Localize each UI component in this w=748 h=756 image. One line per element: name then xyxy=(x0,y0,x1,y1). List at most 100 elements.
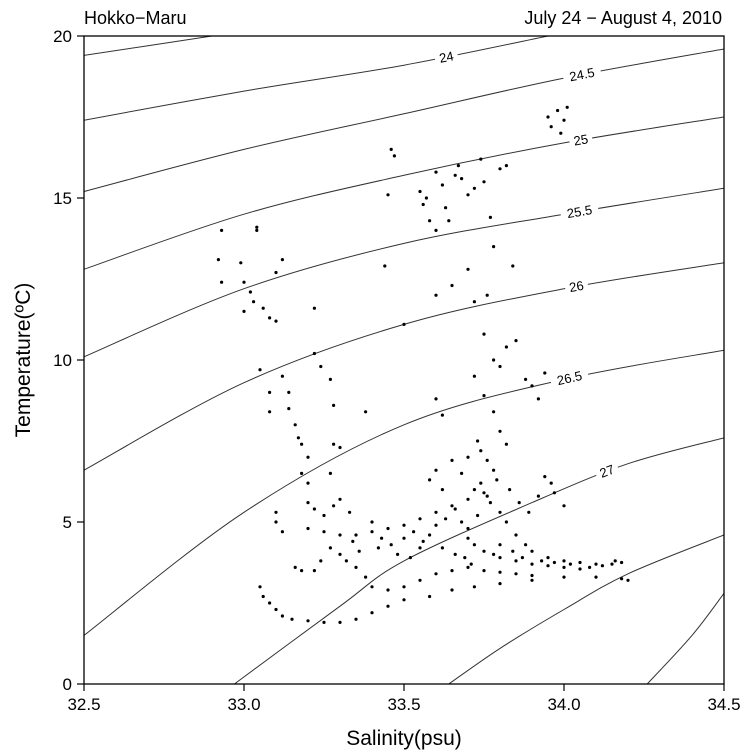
data-point xyxy=(280,530,284,534)
data-point xyxy=(444,517,448,521)
data-point xyxy=(389,543,393,547)
data-point xyxy=(280,374,284,378)
data-point xyxy=(364,410,368,414)
data-point xyxy=(511,264,515,268)
data-point xyxy=(600,564,605,568)
data-point xyxy=(293,423,297,427)
data-point xyxy=(383,264,387,268)
contour-labels: 24 24.5 25 25.5 26 26.5 27 xyxy=(433,47,621,483)
data-point xyxy=(613,559,617,563)
data-point xyxy=(482,180,486,184)
data-point xyxy=(386,193,390,197)
data-point xyxy=(620,577,624,581)
data-point xyxy=(543,371,547,375)
data-point xyxy=(492,468,496,472)
data-point xyxy=(450,283,454,288)
data-point xyxy=(588,565,592,570)
data-point xyxy=(370,530,374,534)
data-point xyxy=(562,118,566,122)
data-point xyxy=(300,442,304,446)
data-point xyxy=(306,455,310,459)
data-point xyxy=(242,280,246,284)
data-point xyxy=(312,306,316,310)
data-point xyxy=(594,562,598,566)
data-point xyxy=(530,573,534,578)
data-point xyxy=(354,617,358,621)
data-point xyxy=(530,549,534,553)
data-point xyxy=(463,556,467,560)
data-point xyxy=(578,567,582,571)
data-point xyxy=(402,322,406,326)
data-point xyxy=(332,403,336,407)
data-point xyxy=(508,488,512,492)
data-point xyxy=(332,504,336,508)
data-point xyxy=(562,504,566,508)
data-point xyxy=(328,546,332,550)
contour-label-group: 26.5 xyxy=(549,366,590,391)
data-point xyxy=(396,552,400,557)
data-point xyxy=(434,468,438,472)
data-point xyxy=(456,164,460,168)
y-axis-ticks: 0 5 10 15 20 xyxy=(53,27,84,694)
data-point xyxy=(562,565,566,570)
contour-label: 24.5 xyxy=(568,65,596,85)
data-point xyxy=(287,390,291,394)
data-point xyxy=(255,225,259,229)
data-point xyxy=(328,377,332,381)
data-point xyxy=(514,533,518,537)
data-point xyxy=(482,549,486,553)
data-point xyxy=(447,219,451,223)
data-point xyxy=(482,332,486,336)
data-point xyxy=(402,523,406,527)
data-point xyxy=(440,488,444,492)
data-point xyxy=(492,358,496,362)
density-contour xyxy=(84,187,724,358)
data-point xyxy=(536,494,541,498)
density-contour xyxy=(84,36,549,121)
data-point xyxy=(466,565,470,570)
data-point xyxy=(450,569,454,573)
data-point xyxy=(626,578,630,582)
data-point xyxy=(344,559,348,563)
density-contour xyxy=(84,48,724,192)
data-point xyxy=(402,536,406,540)
data-point xyxy=(252,300,256,304)
data-point xyxy=(348,510,352,514)
data-point xyxy=(293,565,297,570)
data-point xyxy=(514,572,518,576)
data-point xyxy=(319,364,323,369)
data-point xyxy=(460,177,464,181)
data-point xyxy=(418,578,422,582)
data-point xyxy=(312,351,316,356)
data-point xyxy=(312,507,316,511)
data-point xyxy=(498,543,502,547)
data-point xyxy=(492,245,496,249)
data-point xyxy=(268,390,272,394)
data-point xyxy=(280,614,284,618)
data-point xyxy=(504,164,508,168)
data-point xyxy=(546,564,550,568)
data-point xyxy=(530,562,534,566)
data-point xyxy=(421,202,425,207)
data-point xyxy=(514,559,518,563)
data-point xyxy=(514,339,518,343)
data-point xyxy=(594,575,598,579)
data-point xyxy=(466,536,470,540)
contour-label-group: 27 xyxy=(593,459,621,483)
data-point xyxy=(517,501,521,505)
data-point xyxy=(412,530,416,534)
y-tick-label: 0 xyxy=(63,675,72,694)
density-contour xyxy=(84,116,724,270)
data-point xyxy=(434,572,438,576)
data-point xyxy=(453,552,457,557)
data-point xyxy=(434,228,438,232)
data-point xyxy=(450,588,454,592)
data-point xyxy=(472,300,476,304)
data-point xyxy=(338,497,342,501)
data-point xyxy=(482,569,486,573)
header-left-title: Hokko−Maru xyxy=(84,8,187,28)
data-point xyxy=(485,458,489,462)
data-point xyxy=(428,594,432,599)
data-point xyxy=(543,475,547,479)
data-point xyxy=(498,570,502,574)
